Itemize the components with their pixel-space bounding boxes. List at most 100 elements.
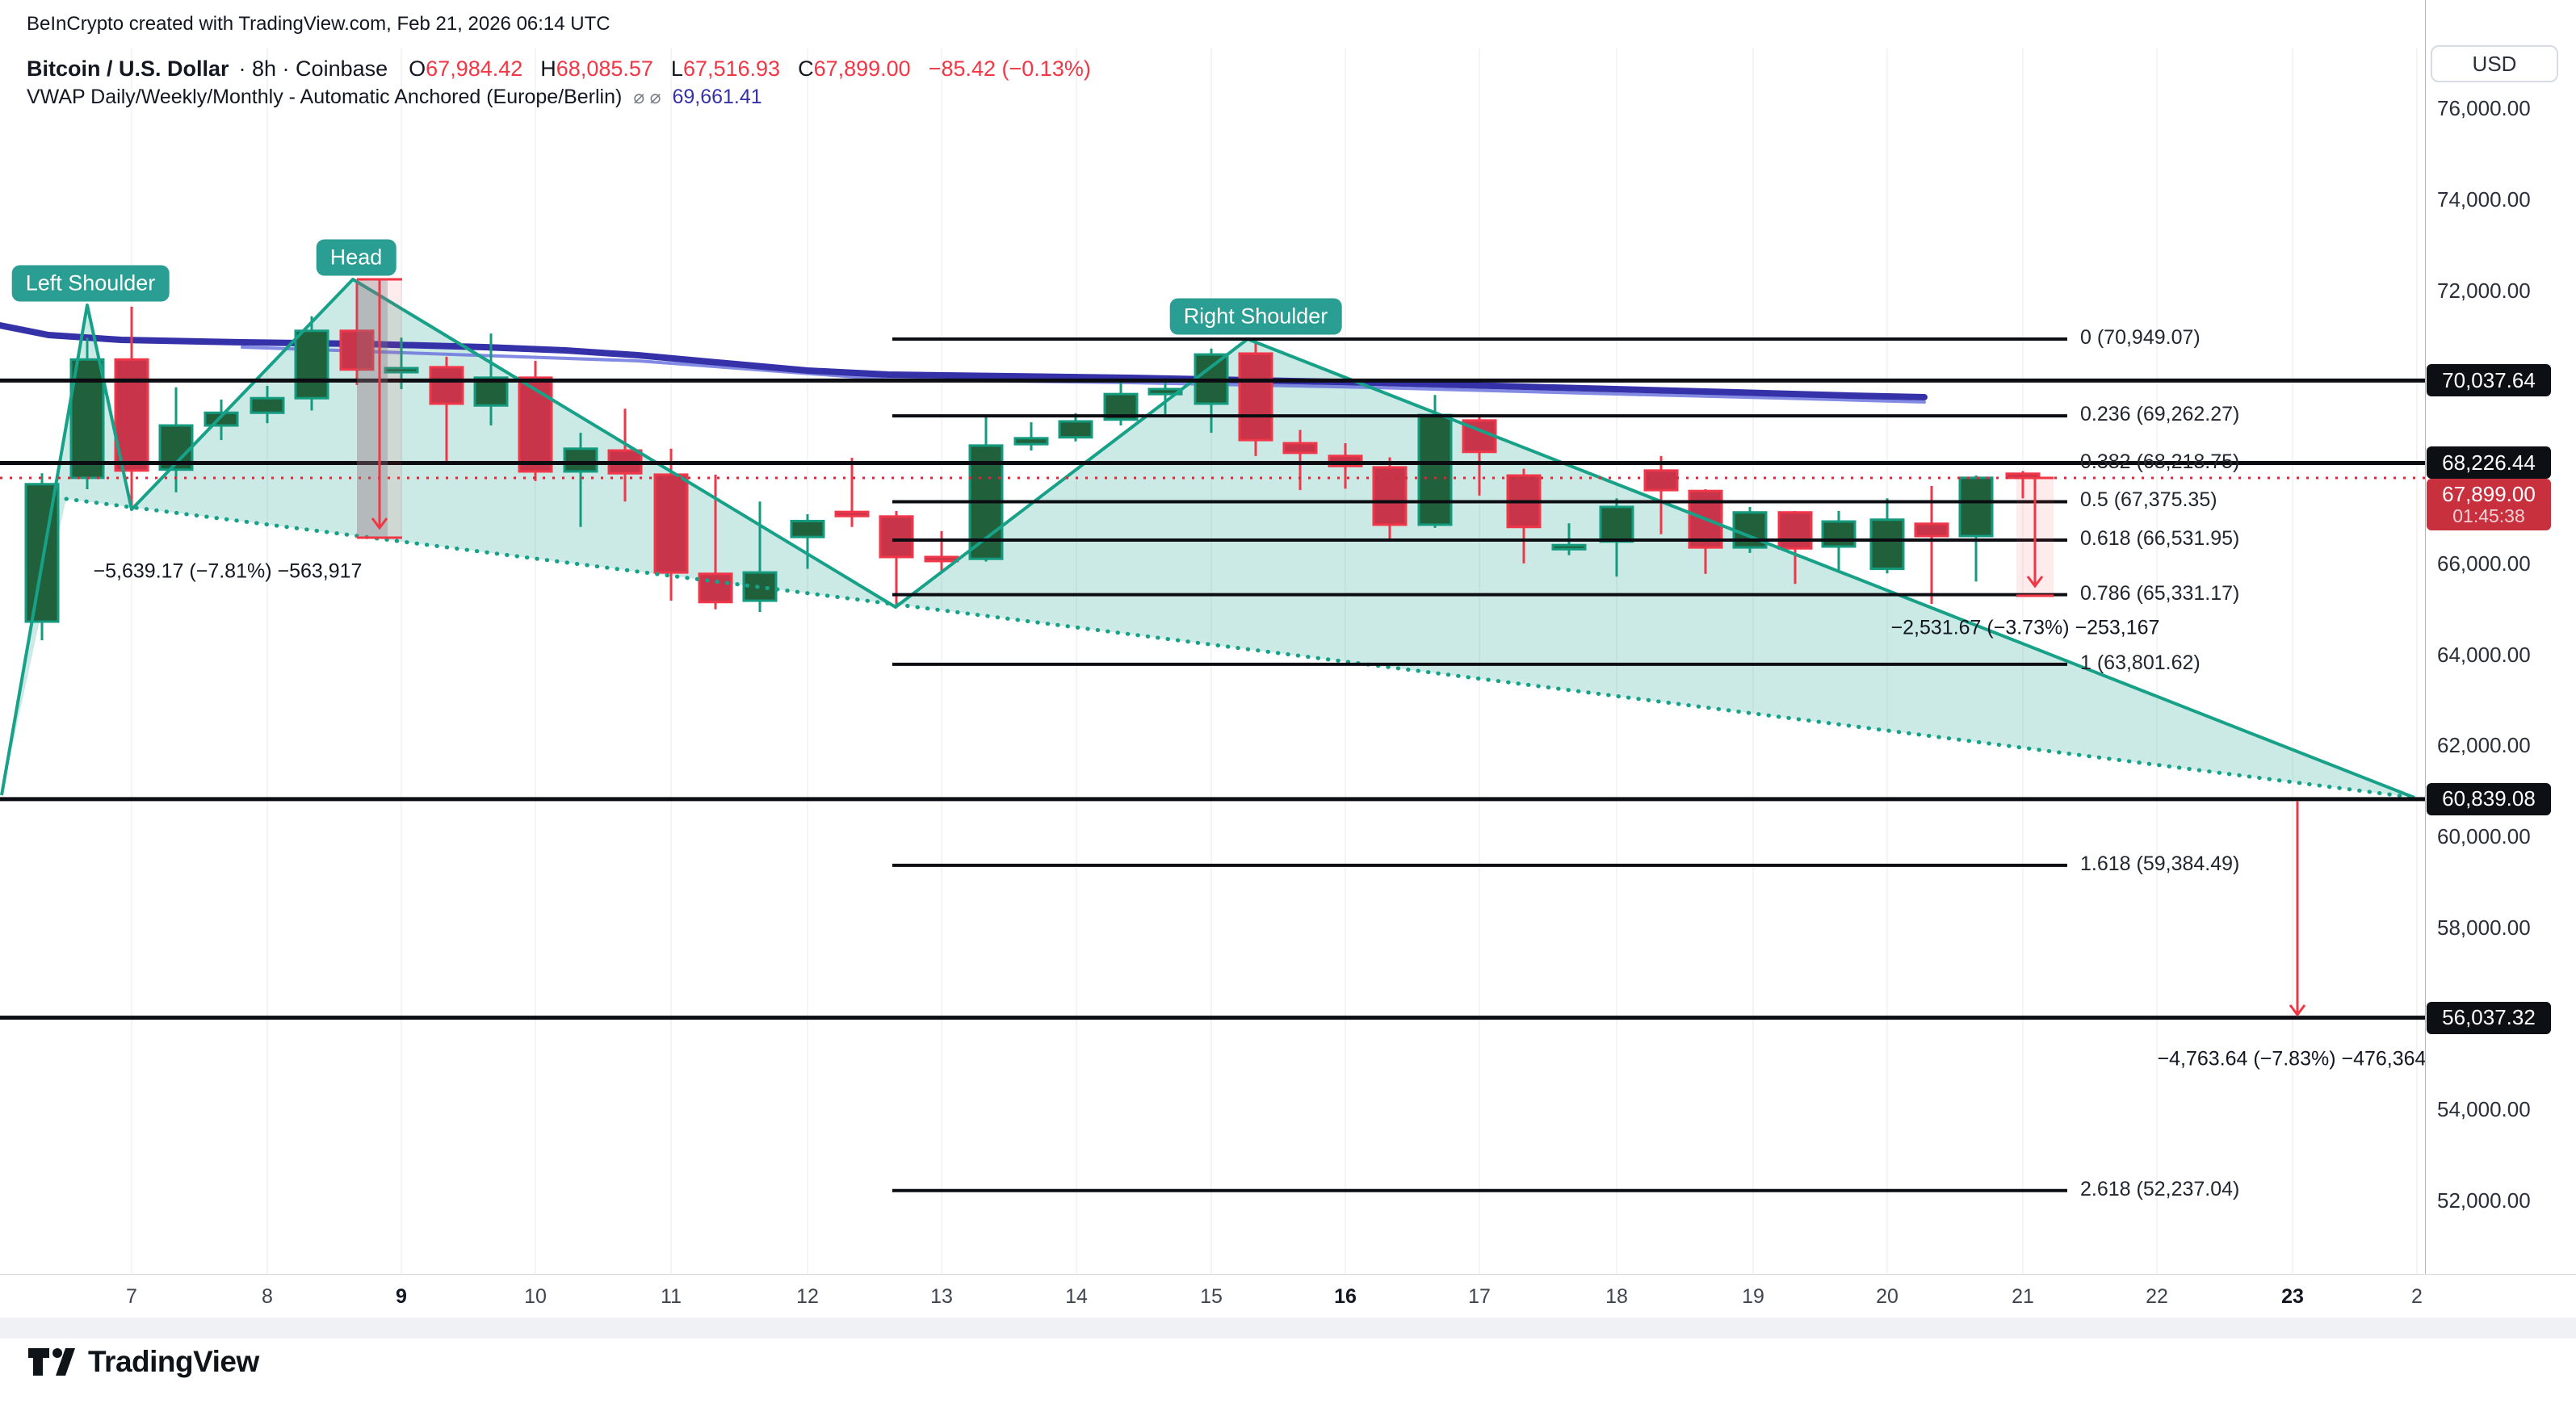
low-label: L (670, 57, 683, 81)
fib-level-label: 0.786 (65,331.17) (2080, 581, 2240, 605)
candle-up (1821, 520, 1856, 548)
candle-up (1013, 437, 1049, 446)
high-value: 68,085.57 (556, 57, 653, 81)
candle-up (1958, 476, 1994, 538)
date-label-19[interactable]: 19 (1742, 1285, 1764, 1308)
neckline-dotted (64, 496, 2417, 800)
candle-down (1777, 511, 1813, 550)
candle-down (518, 376, 553, 473)
date-label-18[interactable]: 18 (1605, 1285, 1628, 1308)
date-label-15[interactable]: 15 (1200, 1285, 1223, 1308)
last-price-badge: 67,899.00 01:45:38 (2427, 479, 2551, 530)
timeline-separator (0, 1274, 2576, 1275)
price-tick-label: 74,000.00 (2437, 187, 2531, 212)
fib-level-label: 1.618 (59,384.49) (2080, 852, 2240, 875)
measure-label: −4,763.64 (−7.83%) −476,364 (2157, 1047, 2427, 1070)
date-label-14[interactable]: 14 (1065, 1285, 1088, 1308)
change-value: −85.42 (−0.13%) (928, 57, 1091, 81)
symbol-details: · 8h · Coinbase (238, 57, 388, 81)
price-line-badge: 60,839.08 (2427, 782, 2551, 815)
price-tick-label: 60,000.00 (2437, 824, 2531, 849)
symbol-header: Bitcoin / U.S. Dollar · 8h · Coinbase O 6… (27, 57, 1091, 82)
price-line-badge: 70,037.64 (2427, 364, 2551, 397)
indicator-value: 69,661.41 (672, 86, 762, 108)
fib-level-label: 0.618 (66,531.95) (2080, 526, 2240, 550)
candle-up (1599, 505, 1634, 543)
tradingview-logo-icon (28, 1348, 75, 1376)
candle-down (114, 358, 149, 472)
candle-up (790, 519, 825, 538)
fib-level-label: 1 (63,801.62) (2080, 651, 2201, 674)
candle-up (294, 329, 329, 400)
measure-label: −5,639.17 (−7.81%) −563,917 (93, 559, 363, 583)
candle-down (429, 366, 464, 405)
price-tick-label: 62,000.00 (2437, 733, 2531, 758)
measure-arrowhead (2289, 1004, 2306, 1017)
date-label-21[interactable]: 21 (2012, 1285, 2034, 1308)
indicator-source-icons[interactable]: ⌀ ⌀ (633, 86, 661, 107)
candle-down (1914, 522, 1949, 538)
date-label-22[interactable]: 22 (2146, 1285, 2168, 1308)
price-tick-label: 72,000.00 (2437, 278, 2531, 303)
pattern-label-head: Head (316, 239, 396, 276)
symbol-title[interactable]: Bitcoin / U.S. Dollar (27, 57, 229, 81)
candle-down (834, 510, 870, 517)
price-chart[interactable] (0, 0, 2425, 1274)
price-line-badge: 56,037.32 (2427, 1001, 2551, 1034)
price-axis-border (2425, 0, 2426, 1274)
candle-up (1869, 518, 1905, 571)
date-label-2[interactable]: 2 (2411, 1285, 2423, 1308)
pattern-label-left-shoulder: Left Shoulder (11, 265, 170, 302)
vwap-line (0, 322, 1928, 400)
date-label-17[interactable]: 17 (1468, 1285, 1491, 1308)
date-label-10[interactable]: 10 (524, 1285, 547, 1308)
bottom-strip (0, 1318, 2576, 1338)
price-tick-label: 66,000.00 (2437, 551, 2531, 576)
price-tick-label: 54,000.00 (2437, 1097, 2531, 1122)
tradingview-logo[interactable]: TradingView (27, 1343, 259, 1380)
high-label: H (540, 57, 556, 81)
price-tick-label: 76,000.00 (2437, 96, 2531, 121)
price-tick-label: 58,000.00 (2437, 915, 2531, 940)
candle-up (1417, 413, 1453, 526)
date-label-23[interactable]: 23 (2281, 1285, 2304, 1308)
measure-label: −2,531.67 (−3.73%) −253,167 (1890, 616, 2160, 639)
candle-down (698, 572, 733, 604)
fib-level-label: 0 (70,949.07) (2080, 326, 2201, 349)
fib-level-label: 0.5 (67,375.35) (2080, 488, 2217, 512)
low-value: 67,516.93 (682, 57, 781, 81)
currency-toggle-button[interactable]: USD (2431, 45, 2558, 82)
date-label-20[interactable]: 20 (1876, 1285, 1898, 1308)
measure-gray-band (357, 279, 388, 538)
date-label-16[interactable]: 16 (1334, 1285, 1357, 1308)
fib-level-label: 0.382 (68,218.75) (2080, 450, 2240, 473)
price-tick-label: 64,000.00 (2437, 642, 2531, 667)
last-price-value: 67,899.00 (2442, 482, 2536, 507)
open-label: O (409, 57, 426, 81)
date-label-11[interactable]: 11 (661, 1285, 682, 1308)
candle-up (250, 396, 285, 414)
date-label-12[interactable]: 12 (796, 1285, 819, 1308)
candle-up (1551, 543, 1587, 551)
fib-level-label: 2.618 (52,237.04) (2080, 1177, 2240, 1200)
date-label-7[interactable]: 7 (126, 1285, 137, 1308)
candle-up (1058, 420, 1093, 439)
price-tick-label: 52,000.00 (2437, 1188, 2531, 1213)
candle-up (384, 367, 419, 374)
pattern-label-right-shoulder: Right Shoulder (1169, 298, 1342, 335)
candle-down (339, 329, 375, 371)
attribution-text: BeInCrypto created with TradingView.com,… (27, 13, 610, 35)
indicator-title[interactable]: VWAP Daily/Weekly/Monthly - Automatic An… (27, 86, 623, 108)
date-label-8[interactable]: 8 (262, 1285, 273, 1308)
price-axis[interactable]: 76,000.00 74,000.00 72,000.00 66,000.00 64,0… (2426, 0, 2576, 1274)
date-label-9[interactable]: 9 (396, 1285, 407, 1308)
fib-level-label: 0.236 (69,262.27) (2080, 403, 2240, 426)
bar-countdown: 01:45:38 (2452, 505, 2525, 526)
measure-arrowhead (371, 517, 388, 530)
candle-down (653, 473, 689, 574)
date-label-13[interactable]: 13 (930, 1285, 953, 1308)
candle-down (1238, 352, 1273, 442)
candle-down (924, 555, 959, 563)
candle-up (1147, 388, 1183, 396)
candle-down (1282, 442, 1318, 455)
